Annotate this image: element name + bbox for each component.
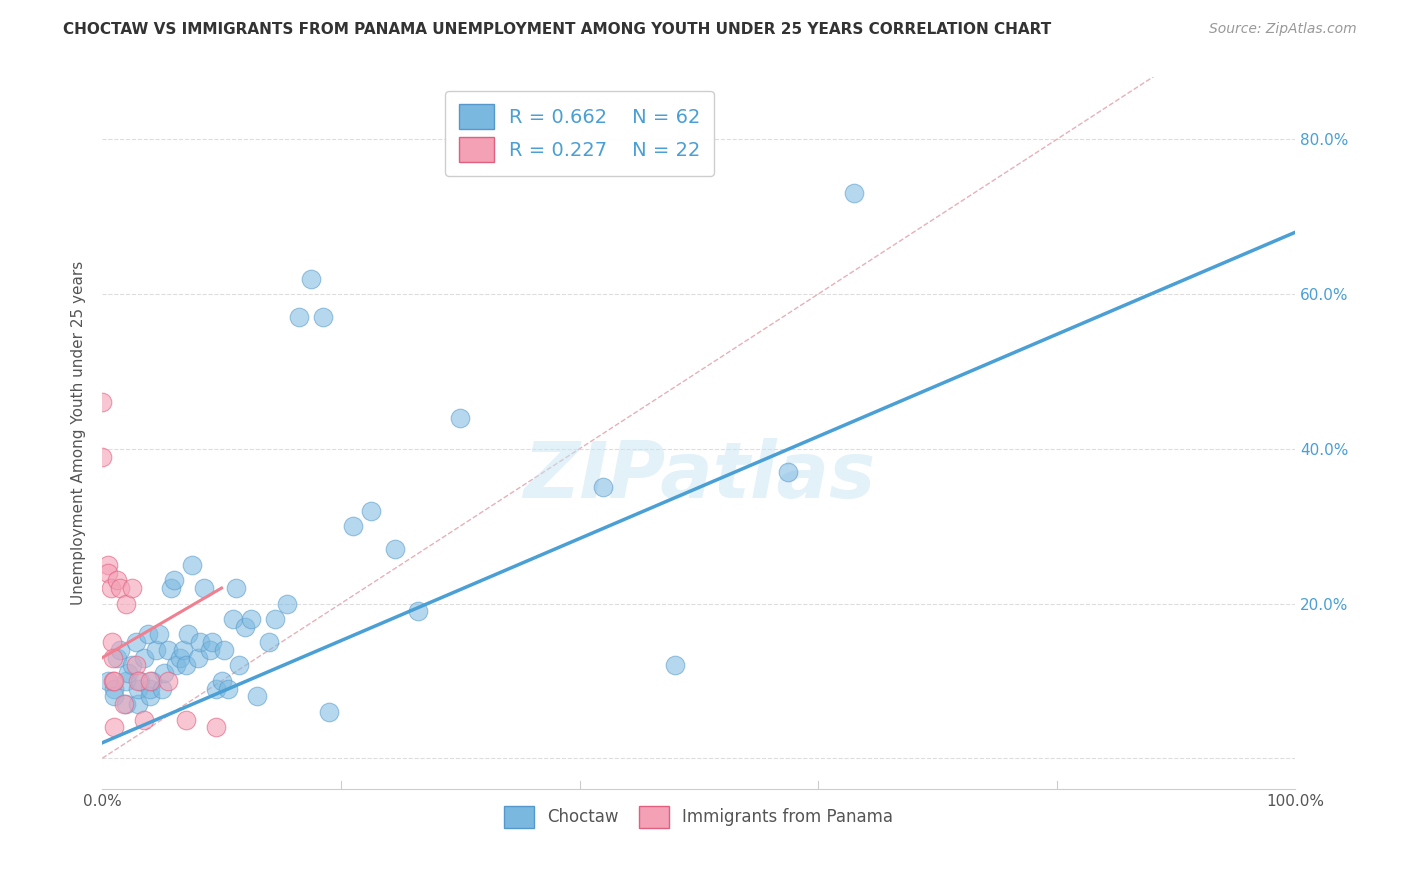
Point: [100, 635, 122, 649]
Point: [112, 697, 135, 711]
Point: [132, 650, 155, 665]
Point: [139, 681, 162, 696]
Legend: Choctaw, Immigrants from Panama: Choctaw, Immigrants from Panama: [498, 799, 900, 834]
Point: [177, 627, 200, 641]
Point: [103, 681, 125, 696]
Point: [97, 673, 120, 688]
Point: [212, 643, 235, 657]
Point: [187, 650, 209, 665]
Point: [288, 310, 311, 325]
Point: [160, 581, 183, 595]
Point: [103, 690, 125, 704]
Point: [299, 271, 322, 285]
Point: [193, 581, 215, 595]
Point: [108, 581, 131, 595]
Point: [103, 720, 125, 734]
Text: ZIPatlas: ZIPatlas: [523, 438, 875, 514]
Point: [163, 574, 186, 588]
Point: [174, 713, 197, 727]
Point: [103, 673, 125, 688]
Point: [228, 658, 250, 673]
Point: [198, 643, 221, 657]
Point: [127, 697, 149, 711]
Point: [115, 597, 138, 611]
Point: [318, 705, 340, 719]
Point: [204, 720, 226, 734]
Point: [211, 673, 233, 688]
Point: [156, 673, 179, 688]
Point: [180, 558, 202, 572]
Text: CHOCTAW VS IMMIGRANTS FROM PANAMA UNEMPLOYMENT AMONG YOUTH UNDER 25 YEARS CORREL: CHOCTAW VS IMMIGRANTS FROM PANAMA UNEMPL…: [63, 22, 1052, 37]
Y-axis label: Unemployment Among Youth under 25 years: Unemployment Among Youth under 25 years: [72, 261, 86, 606]
Point: [153, 666, 176, 681]
Point: [124, 635, 146, 649]
Point: [105, 574, 128, 588]
Text: Source: ZipAtlas.com: Source: ZipAtlas.com: [1209, 22, 1357, 37]
Point: [264, 612, 287, 626]
Point: [127, 673, 149, 688]
Point: [101, 650, 124, 665]
Point: [145, 643, 167, 657]
Point: [778, 465, 800, 479]
Point: [312, 310, 335, 325]
Point: [141, 673, 163, 688]
Point: [225, 581, 247, 595]
Point: [408, 604, 430, 618]
Point: [127, 681, 149, 696]
Point: [148, 627, 170, 641]
Point: [117, 666, 139, 681]
Point: [169, 650, 191, 665]
Point: [105, 650, 128, 665]
Point: [97, 558, 120, 572]
Point: [449, 410, 471, 425]
Point: [150, 681, 173, 696]
Point: [124, 658, 146, 673]
Point: [172, 643, 194, 657]
Point: [91, 395, 114, 409]
Point: [664, 658, 686, 673]
Point: [101, 673, 124, 688]
Point: [259, 635, 281, 649]
Point: [121, 658, 143, 673]
Point: [222, 612, 245, 626]
Point: [165, 658, 187, 673]
Point: [276, 597, 298, 611]
Point: [100, 581, 122, 595]
Point: [139, 690, 162, 704]
Point: [136, 627, 159, 641]
Point: [129, 673, 152, 688]
Point: [217, 681, 239, 696]
Point: [235, 620, 257, 634]
Point: [246, 690, 269, 704]
Point: [592, 481, 614, 495]
Point: [240, 612, 263, 626]
Point: [156, 643, 179, 657]
Point: [201, 635, 224, 649]
Point: [384, 542, 406, 557]
Point: [342, 519, 364, 533]
Point: [108, 643, 131, 657]
Point: [132, 713, 155, 727]
Point: [188, 635, 211, 649]
Point: [139, 673, 162, 688]
Point: [97, 566, 120, 580]
Point: [115, 697, 138, 711]
Point: [174, 658, 197, 673]
Point: [204, 681, 226, 696]
Point: [360, 504, 382, 518]
Point: [121, 581, 143, 595]
Point: [842, 186, 865, 201]
Point: [91, 450, 114, 464]
Point: [115, 673, 138, 688]
